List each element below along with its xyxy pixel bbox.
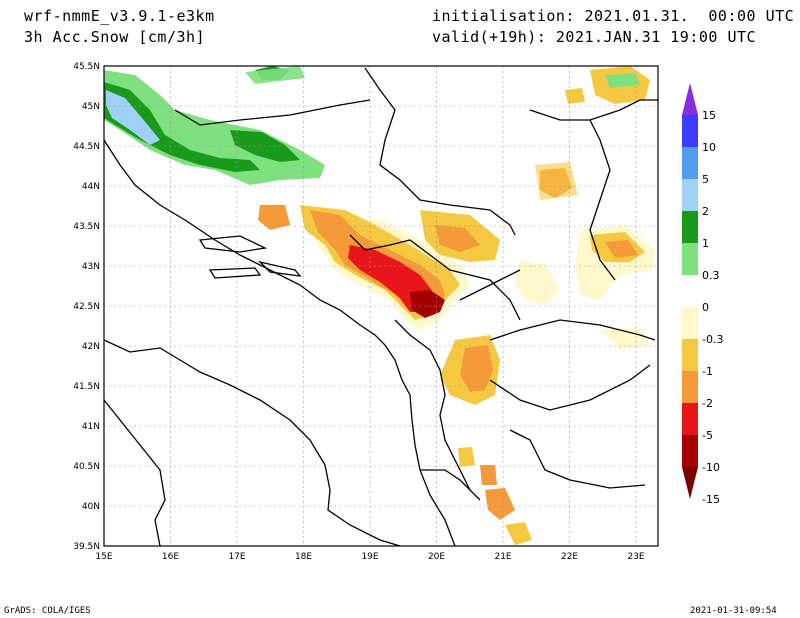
latitude-label: 45.5N (73, 62, 100, 72)
footer-credit: GrADS: COLA/IGES (4, 606, 91, 616)
longitude-label: 21E (494, 552, 511, 562)
colorbar-swatch (682, 179, 698, 211)
latitude-tick-labels: 45.5N 45N 44.5N 44N 43.5N 43N 42.5N 42N 41.5N 41N… (73, 62, 100, 552)
colorbar-swatch (682, 243, 698, 275)
colorbar-swatch (682, 115, 698, 147)
longitude-label: 19E (361, 552, 378, 562)
latitude-label: 42N (82, 342, 100, 352)
longitude-label: 23E (627, 552, 644, 562)
colorbar-label: -0.3 (702, 333, 723, 346)
colorbar-swatch (682, 435, 698, 467)
colorbar: 15 10 5 2 1 0.3 0 -0.3 -1 -2 -5 -10 -15 (682, 83, 723, 506)
colorbar-swatch (682, 211, 698, 243)
colorbar-label: -2 (702, 397, 713, 410)
latitude-label: 40.5N (73, 462, 100, 472)
colorbar-swatch (682, 403, 698, 435)
latitude-label: 42.5N (73, 302, 100, 312)
latitude-label: 43N (82, 262, 100, 272)
colorbar-label: 2 (702, 205, 709, 218)
colorbar-label: 0 (702, 301, 709, 314)
graticule (104, 66, 658, 546)
snow-field (104, 66, 655, 545)
colorbar-bottom-arrow (682, 467, 698, 499)
latitude-label: 44N (82, 182, 100, 192)
longitude-label: 22E (561, 552, 578, 562)
latitude-label: 41N (82, 422, 100, 432)
longitude-label: 18E (295, 552, 312, 562)
colorbar-swatch (682, 339, 698, 371)
valid-time: valid(+19h): 2021.JAN.31 19:00 UTC (432, 28, 757, 46)
colorbar-swatch (682, 307, 698, 339)
longitude-label: 15E (95, 552, 112, 562)
colorbar-label: 10 (702, 141, 716, 154)
colorbar-label: -10 (702, 461, 720, 474)
colorbar-top-arrow (682, 83, 698, 115)
longitude-label: 20E (428, 552, 445, 562)
latitude-label: 39.5N (73, 542, 100, 552)
latitude-label: 41.5N (73, 382, 100, 392)
latitude-label: 40N (82, 502, 100, 512)
colorbar-label: 5 (702, 173, 709, 186)
map-frame (103, 65, 659, 547)
colorbar-label: 15 (702, 109, 716, 122)
colorbar-swatch (682, 275, 698, 307)
coastlines-borders (103, 67, 658, 547)
field-title: 3h Acc.Snow [cm/3h] (24, 28, 206, 46)
colorbar-label: 0.3 (702, 269, 720, 282)
latitude-label: 45N (82, 102, 100, 112)
colorbar-label: 1 (702, 237, 709, 250)
latitude-label: 44.5N (73, 142, 100, 152)
init-time: initialisation: 2021.01.31. 00:00 UTC (432, 7, 795, 25)
colorbar-label: -1 (702, 365, 713, 378)
colorbar-swatch (682, 147, 698, 179)
latitude-label: 43.5N (73, 222, 100, 232)
model-title: wrf-nmmE_v3.9.1-e3km (24, 7, 215, 25)
longitude-label: 16E (162, 552, 179, 562)
longitude-label: 17E (228, 552, 245, 562)
colorbar-swatch (682, 371, 698, 403)
longitude-tick-labels: 15E 16E 17E 18E 19E 20E 21E 22E 23E (95, 552, 645, 562)
colorbar-label: -5 (702, 429, 713, 442)
footer-timestamp: 2021-01-31-09:54 (690, 606, 777, 616)
colorbar-label: -15 (702, 493, 720, 506)
